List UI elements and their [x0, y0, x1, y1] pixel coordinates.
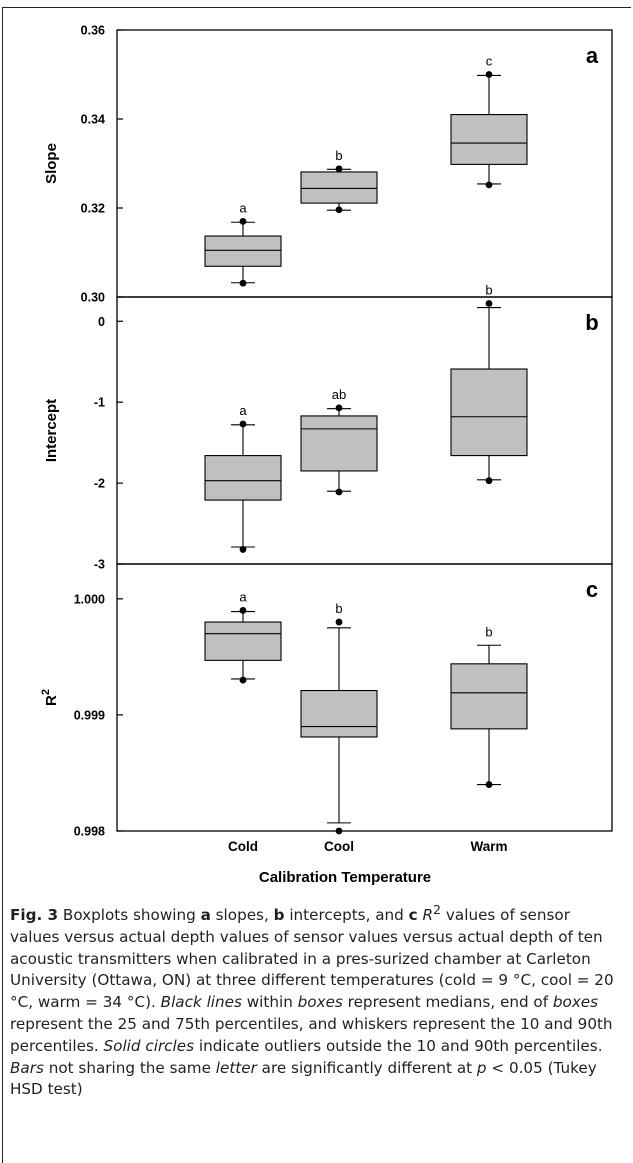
outlier-point — [335, 827, 343, 835]
outlier-point — [335, 206, 343, 214]
boxplot-chart: 0.300.320.340.36Slopeaabc-3-2-10Intercep… — [40, 24, 613, 886]
outlier-point — [485, 71, 493, 78]
y-axis-label-c: R2 — [40, 689, 60, 706]
y-tick-label-a: 0.34 — [81, 113, 105, 127]
caption-segment: a — [200, 906, 211, 925]
figure: 0.30 0.32 0.34 0.36 Slope a a b c -3 -2 -1 0 Intercep… — [2, 7, 631, 1163]
outlier-point — [239, 420, 247, 428]
outlier-point — [485, 477, 493, 485]
y-tick-label-a: 0.36 — [81, 24, 105, 38]
caption-segment: Boxplots showing — [58, 906, 201, 925]
caption-segment: Black lines — [160, 993, 242, 1012]
significance-letter: a — [239, 403, 247, 418]
figure-frame-left — [2, 7, 3, 1163]
box-warm — [450, 663, 528, 730]
outlier-point — [239, 217, 247, 225]
caption-segment: values of sensor values versus actual de… — [10, 906, 614, 1012]
outlier-point — [485, 781, 493, 788]
significance-letter: b — [335, 601, 342, 616]
y-tick-label-b: -2 — [94, 477, 105, 491]
panel-frame-a — [116, 29, 613, 298]
significance-letter: ab — [332, 387, 346, 402]
y-axis-label-text: Intercept — [43, 399, 60, 462]
caption-segment: b — [273, 906, 285, 925]
caption-segment: intercepts, and — [284, 906, 409, 925]
panel-label-c: c — [586, 577, 598, 602]
x-tick-label: Cold — [228, 839, 258, 854]
figure-frame-top — [2, 7, 631, 8]
panel-label-a: a — [586, 43, 599, 68]
y-axis-label-a: Slope — [43, 143, 60, 184]
x-tick-label: Warm — [470, 839, 507, 854]
caption-segment: represent medians, end of — [342, 993, 553, 1012]
significance-letter: b — [485, 624, 492, 639]
box-cool — [300, 415, 378, 472]
caption-segment: indicate outliers outside the 10 and 90t… — [194, 1036, 603, 1055]
y-axis-label-b: Intercept — [43, 399, 60, 462]
y-axis-label-superscript: 2 — [40, 689, 52, 695]
x-tick-label: Cool — [324, 839, 354, 854]
y-tick-label-c: 0.998 — [74, 825, 105, 839]
caption-segment: Bars — [10, 1058, 44, 1077]
y-tick-label-b: -1 — [94, 396, 105, 410]
caption-segment: not sharing the same — [43, 1058, 216, 1077]
box-cold — [204, 455, 282, 501]
box-cold — [204, 621, 282, 661]
significance-letter: a — [239, 200, 247, 215]
y-tick-label-a: 0.30 — [81, 291, 105, 305]
caption-segment: boxes — [297, 993, 343, 1012]
figure-label: Fig. 3 — [10, 906, 59, 925]
y-tick-label-b: -3 — [94, 558, 105, 572]
y-axis-label-text: Slope — [43, 143, 60, 184]
figure-caption: Fig. 3 Boxplots showing a slopes, b inte… — [10, 899, 622, 1101]
significance-letter: b — [485, 282, 492, 297]
outlier-point — [239, 676, 247, 684]
caption-segment: are significantly different at — [256, 1058, 477, 1077]
y-tick-label-a: 0.32 — [81, 202, 105, 216]
outlier-point — [335, 404, 343, 412]
outlier-point — [239, 607, 247, 614]
y-tick-label-c: 1.000 — [74, 592, 105, 606]
outlier-point — [485, 181, 493, 189]
caption-segment: slopes, — [210, 906, 274, 925]
significance-letter: c — [486, 54, 493, 69]
outlier-point — [335, 488, 343, 496]
caption-segment: Solid circles — [103, 1036, 195, 1055]
caption-segment: within — [241, 993, 298, 1012]
outlier-point — [335, 618, 343, 626]
x-axis-title: Calibration Temperature — [259, 869, 431, 886]
box-warm — [450, 368, 528, 457]
outlier-point — [239, 279, 247, 287]
caption-segment: letter — [215, 1058, 257, 1077]
y-tick-label-c: 0.999 — [74, 708, 105, 722]
box-cool — [300, 171, 378, 204]
caption-segment: represent the 25 and 75th percentiles, a… — [10, 1015, 613, 1055]
panel-frame-c — [116, 563, 613, 832]
outlier-point — [485, 300, 493, 307]
outlier-point — [335, 165, 343, 173]
caption-segment: c — [408, 906, 418, 925]
significance-letter: b — [335, 148, 342, 163]
y-axis-label-text: R — [43, 695, 60, 706]
panel-label-b: b — [585, 310, 598, 335]
y-tick-label-b: 0 — [98, 315, 105, 329]
box-warm — [450, 114, 528, 165]
significance-letter: a — [239, 589, 247, 604]
caption-segment: p — [476, 1058, 487, 1077]
outlier-point — [239, 546, 247, 553]
caption-segment: 2 — [433, 902, 442, 917]
caption-text: Boxplots showing a slopes, b intercepts,… — [10, 902, 614, 1099]
caption-segment: boxes — [552, 993, 599, 1012]
box-cool — [300, 689, 378, 738]
caption-segment: < 0.05 (Tukey HSD test) — [10, 1058, 597, 1099]
caption-segment: R — [422, 906, 434, 925]
box-cold — [204, 235, 282, 267]
